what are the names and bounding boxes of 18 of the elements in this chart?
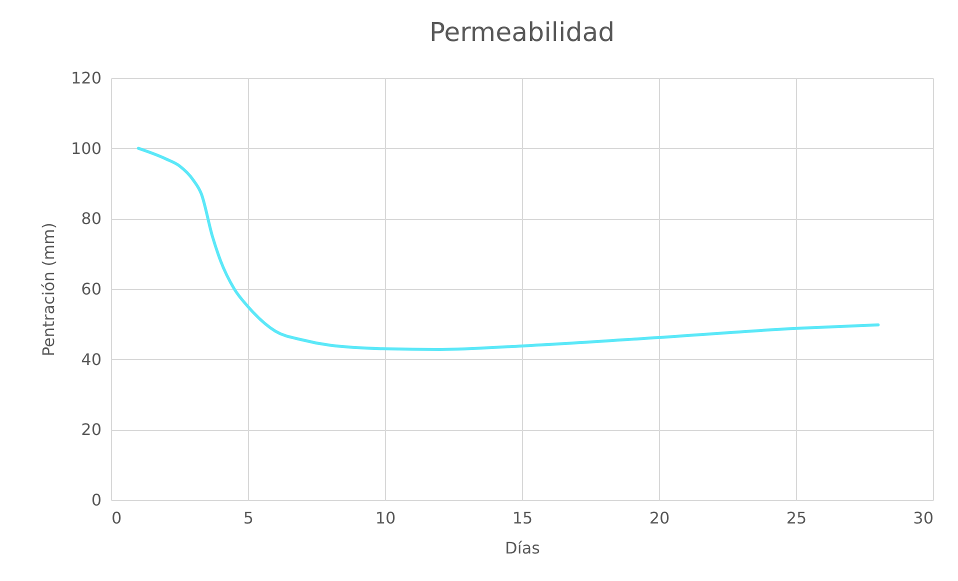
y-axis-title: Pentración (mm) xyxy=(38,222,58,356)
y-tick-label: 80 xyxy=(81,209,102,228)
x-tick-label: 15 xyxy=(512,508,533,528)
y-tick-label: 100 xyxy=(70,138,102,158)
y-tick-label: 0 xyxy=(91,490,102,510)
x-tick-label: 10 xyxy=(375,508,396,528)
line-series xyxy=(136,146,880,351)
x-tick-label: 20 xyxy=(649,508,670,528)
x-tick-label: 0 xyxy=(112,508,122,528)
x-axis-title: Días xyxy=(505,538,540,558)
y-tick-label: 60 xyxy=(81,280,102,298)
x-tick-label: 25 xyxy=(786,508,807,528)
x-tick-label: 30 xyxy=(913,508,934,528)
y-tick-label: 40 xyxy=(81,350,102,369)
y-tick-label: 120 xyxy=(70,68,102,88)
chart-title: Permeabilidad xyxy=(429,18,615,48)
y-tick-label: 20 xyxy=(81,420,102,440)
x-tick-label: 5 xyxy=(243,508,254,528)
